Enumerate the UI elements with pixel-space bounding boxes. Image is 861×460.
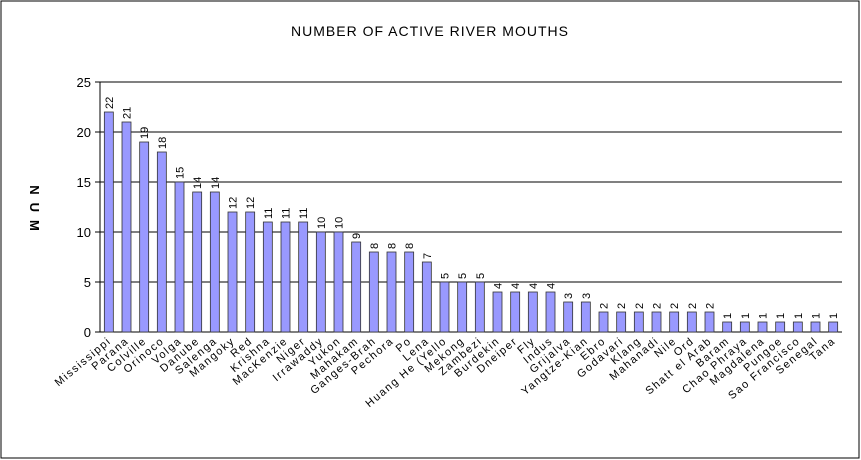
data-label: 4: [528, 283, 540, 289]
bar: [686, 311, 697, 333]
data-label: 4: [546, 283, 558, 289]
data-label: 1: [811, 313, 823, 319]
bar: [651, 311, 662, 333]
data-label: 8: [387, 243, 399, 249]
bar: [545, 291, 556, 333]
bar: [174, 181, 185, 333]
data-label: 5: [440, 273, 452, 279]
bar: [439, 281, 450, 333]
bar: [757, 321, 768, 333]
bar: [298, 221, 309, 333]
data-label: 5: [475, 273, 487, 279]
data-label: 9: [351, 233, 363, 239]
data-label: 8: [369, 243, 381, 249]
bar: [457, 281, 468, 333]
bar: [669, 311, 680, 333]
y-tick-label: 5: [84, 275, 91, 290]
data-label: 4: [493, 283, 505, 289]
data-label: 22: [104, 97, 116, 109]
bar: [616, 311, 627, 333]
data-label: 10: [334, 217, 346, 229]
data-label: 2: [705, 303, 717, 309]
bar: [810, 321, 821, 333]
bar: [192, 191, 203, 333]
bar: [245, 211, 256, 333]
y-tick-label: 15: [77, 175, 91, 190]
data-label: 1: [722, 313, 734, 319]
data-label: 1: [828, 313, 840, 319]
data-label: 15: [175, 167, 187, 179]
chart-title: NUMBER OF ACTIVE RIVER MOUTHS: [291, 23, 569, 39]
data-label: 3: [581, 293, 593, 299]
data-label: 14: [192, 177, 204, 189]
bar: [103, 111, 114, 333]
y-axis-label: NUM: [27, 185, 42, 239]
bar: [775, 321, 786, 333]
data-label: 1: [740, 313, 752, 319]
data-label: 12: [245, 197, 257, 209]
data-label: 3: [563, 293, 575, 299]
data-label: 2: [652, 303, 664, 309]
bar: [139, 141, 150, 333]
bar: [474, 281, 485, 333]
bar: [633, 311, 644, 333]
bar: [209, 191, 220, 333]
bar: [121, 121, 132, 333]
data-label: 1: [758, 313, 770, 319]
bar: [739, 321, 750, 333]
data-label: 21: [122, 107, 134, 119]
bar: [404, 251, 415, 333]
bar: [262, 221, 273, 333]
y-tick-label: 25: [77, 75, 91, 90]
bar: [351, 241, 362, 333]
data-label: 19: [139, 127, 151, 139]
bar: [421, 261, 432, 333]
bar: [527, 291, 538, 333]
bar: [368, 251, 379, 333]
data-label: 2: [599, 303, 611, 309]
data-label: 7: [422, 253, 434, 259]
y-tick-label: 20: [77, 125, 91, 140]
bar: [333, 231, 344, 333]
data-label: 2: [634, 303, 646, 309]
data-label: 1: [775, 313, 787, 319]
y-tick-label: 10: [77, 225, 91, 240]
bar: [156, 151, 167, 333]
bar: [492, 291, 503, 333]
data-label: 11: [263, 208, 275, 219]
bar: [510, 291, 521, 333]
data-label: 11: [298, 208, 310, 219]
bar: [828, 321, 839, 333]
bar: [704, 311, 715, 333]
data-label: 8: [404, 243, 416, 249]
bar: [580, 301, 591, 333]
bar: [280, 221, 291, 333]
data-label: 18: [157, 137, 169, 149]
y-tick-label: 0: [84, 325, 91, 340]
data-label: 10: [316, 217, 328, 229]
data-label: 5: [457, 273, 469, 279]
data-label: 2: [616, 303, 628, 309]
bar: [598, 311, 609, 333]
data-label: 4: [510, 283, 522, 289]
data-label: 2: [687, 303, 699, 309]
data-label: 11: [281, 208, 293, 219]
data-label: 1: [793, 313, 805, 319]
data-label: 12: [228, 197, 240, 209]
bar: [563, 301, 574, 333]
bar: [722, 321, 733, 333]
data-label: 2: [669, 303, 681, 309]
data-label: 14: [210, 177, 222, 189]
bar: [315, 231, 326, 333]
bar: [792, 321, 803, 333]
bar: [227, 211, 238, 333]
bar: [386, 251, 397, 333]
